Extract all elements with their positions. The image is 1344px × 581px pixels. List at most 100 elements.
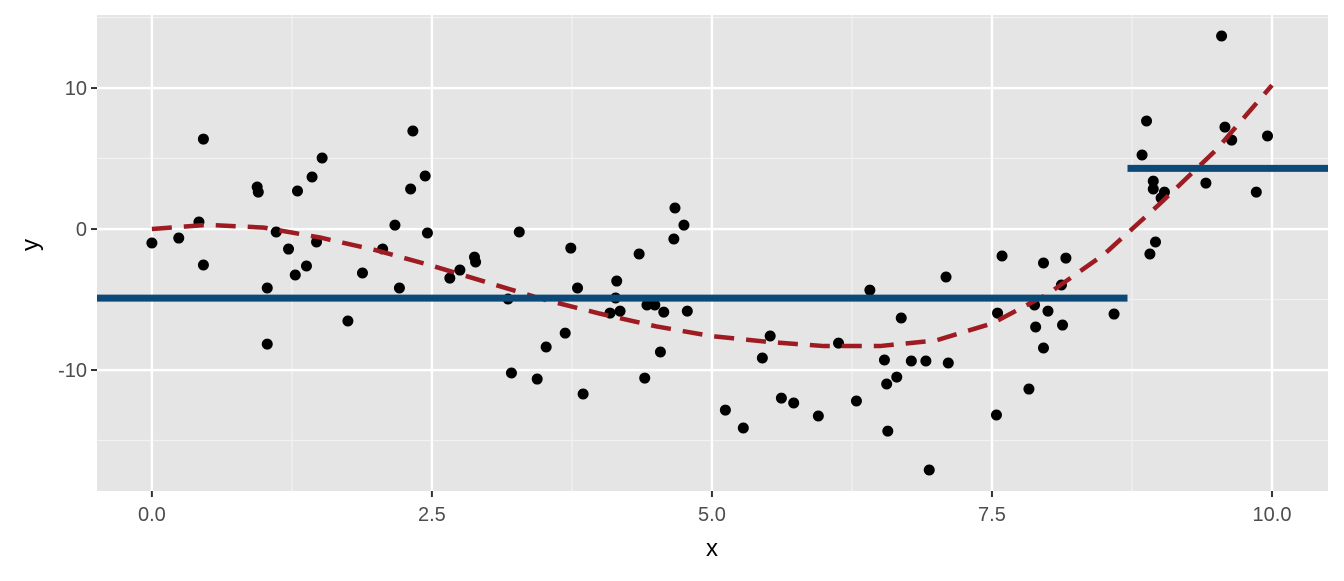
point [300, 260, 312, 272]
point [1057, 319, 1069, 331]
point [1042, 305, 1054, 317]
point [531, 373, 543, 385]
point [1141, 115, 1153, 127]
point [669, 202, 681, 214]
x-tick-label: 10.0 [1253, 504, 1292, 526]
point [878, 354, 890, 366]
point [882, 425, 894, 437]
y-tick-label: 0 [76, 219, 87, 241]
point [1144, 248, 1156, 260]
point [891, 371, 903, 383]
point [252, 186, 264, 198]
point [1200, 177, 1212, 189]
point [905, 355, 917, 367]
point [577, 388, 589, 400]
point [641, 299, 653, 311]
point [1250, 186, 1262, 198]
point [261, 282, 273, 294]
point [572, 282, 584, 294]
point [611, 275, 623, 287]
point [1147, 175, 1159, 187]
point [1262, 130, 1274, 142]
point [833, 337, 845, 349]
point [389, 219, 401, 231]
point [173, 232, 185, 244]
y-tick-label: 10 [65, 78, 87, 100]
point [633, 248, 645, 260]
point [649, 299, 661, 311]
point [1150, 236, 1162, 248]
point [923, 464, 935, 476]
point [197, 259, 209, 271]
point [639, 372, 651, 384]
point [850, 395, 862, 407]
point [654, 346, 666, 358]
point [895, 312, 907, 324]
point [764, 330, 776, 342]
x-tick-label: 7.5 [978, 504, 1006, 526]
point [444, 272, 456, 284]
point [565, 242, 577, 254]
point [342, 315, 354, 327]
point [393, 282, 405, 294]
point [1147, 183, 1159, 195]
x-tick-label: 0.0 [138, 504, 166, 526]
point [788, 397, 800, 409]
point [356, 267, 368, 279]
point [992, 307, 1004, 319]
point [419, 170, 431, 182]
point [1108, 308, 1120, 320]
point [421, 227, 433, 239]
x-tick-label: 5.0 [698, 504, 726, 526]
point [289, 269, 301, 281]
point [1037, 257, 1049, 269]
point [1219, 121, 1231, 133]
point [756, 352, 768, 364]
point [470, 256, 482, 268]
point [291, 185, 303, 197]
point [540, 341, 552, 353]
point [864, 284, 876, 296]
point [283, 243, 295, 255]
point [513, 226, 525, 238]
point [881, 378, 893, 390]
x-tick-label: 2.5 [418, 504, 446, 526]
point [668, 233, 680, 245]
point [1060, 252, 1072, 264]
point [678, 219, 690, 231]
point [1216, 30, 1228, 42]
point [775, 392, 787, 404]
point [942, 357, 954, 369]
point [1030, 321, 1042, 333]
x-axis-title: x [706, 535, 718, 562]
point [719, 404, 731, 416]
point [146, 237, 158, 249]
point [316, 152, 328, 164]
point [681, 305, 693, 317]
point [812, 410, 824, 422]
point [407, 125, 419, 137]
point [658, 306, 670, 318]
point [505, 367, 517, 379]
point [940, 271, 952, 283]
point [1136, 149, 1148, 161]
fit-curve [151, 83, 1274, 349]
point [270, 226, 282, 238]
point [990, 409, 1002, 421]
point [1023, 383, 1035, 395]
point [996, 250, 1008, 262]
point [559, 327, 571, 339]
point [197, 133, 209, 145]
point [405, 183, 417, 195]
point [920, 355, 932, 367]
point [737, 422, 749, 434]
point [614, 305, 626, 317]
y-tick-label: -10 [58, 360, 87, 382]
point [261, 338, 273, 350]
y-axis-title: y [17, 239, 44, 251]
point [306, 171, 318, 183]
point [1037, 342, 1049, 354]
point [454, 264, 466, 276]
